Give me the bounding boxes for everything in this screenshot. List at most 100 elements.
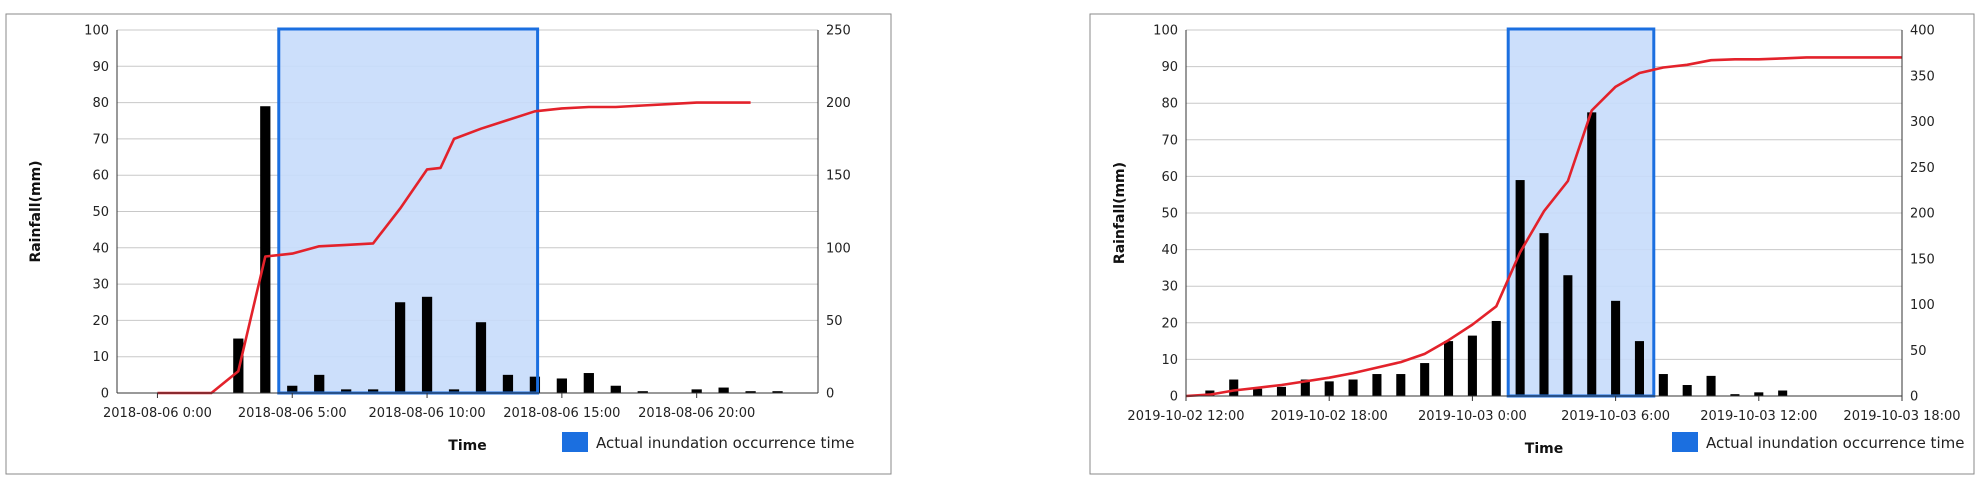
rainfall-bar — [1443, 341, 1454, 396]
rainfall-bar — [691, 389, 702, 393]
y-tick-label: 80 — [1161, 97, 1178, 112]
x-tick-label: 2019-10-02 18:00 — [1271, 409, 1388, 424]
legend-swatch — [1672, 432, 1698, 452]
y2-tick-label: 400 — [1910, 24, 1935, 39]
rainfall-bar — [718, 387, 729, 393]
rainfall-bar — [1539, 233, 1549, 396]
y-tick-label: 100 — [84, 24, 109, 39]
chart-1: 0 10 20 30 40 50 60 70 80 90 100 0 50 100 150 200 250 201… — [5, 13, 892, 475]
rainfall-bar — [1563, 275, 1573, 396]
rainfall-bar — [1276, 386, 1287, 396]
y-tick-label: 70 — [1161, 133, 1178, 148]
y-tick-label: 80 — [92, 96, 109, 111]
rainfall-bar — [341, 389, 352, 393]
rainfall-bar — [287, 385, 298, 393]
y-tick-label: 10 — [1161, 353, 1178, 368]
y2-tick-label: 200 — [826, 96, 851, 111]
x-tick-label: 2018-08-06 15:00 — [503, 406, 620, 421]
cumulative-rainfall-line — [1185, 56, 1902, 398]
y-tick-label: 40 — [92, 241, 109, 256]
y2-tick-label: 300 — [1910, 115, 1935, 130]
y-tick-label: 40 — [1161, 243, 1178, 258]
y-tick-label: 20 — [1161, 316, 1178, 331]
rainfall-bar — [556, 378, 567, 393]
y2-tick-label: 50 — [826, 314, 843, 329]
legend-label: Actual inundation occurrence time — [1706, 434, 1964, 452]
rainfall-bar — [1611, 300, 1621, 396]
inundation-highlight — [1508, 29, 1654, 396]
rainfall-bar — [502, 374, 514, 393]
y2-tick-label: 150 — [826, 169, 851, 184]
x-tick-label: 2019-10-03 0:00 — [1418, 409, 1527, 424]
y-tick-label: 20 — [92, 314, 109, 329]
y-tick-label: 90 — [92, 60, 109, 75]
x-tick-label: 2019-10-02 12:00 — [1127, 409, 1244, 424]
y2-tick-label: 0 — [826, 387, 834, 402]
x-tick-label: 2018-08-06 20:00 — [638, 406, 755, 421]
y-tick-label: 10 — [92, 350, 109, 365]
x-tick-label: 2019-10-03 18:00 — [1843, 409, 1960, 424]
y-tick-label: 50 — [92, 205, 109, 220]
y2-tick-label: 50 — [1910, 344, 1927, 359]
rainfall-bar — [745, 391, 756, 393]
rainfall-bar — [314, 374, 325, 393]
rainfall-bar — [1754, 392, 1764, 396]
x-tick-label: 2018-08-06 0:00 — [103, 406, 212, 421]
rainfall-bar — [1348, 379, 1358, 396]
y2-tick-label: 250 — [826, 24, 851, 39]
rainfall-bar — [1229, 379, 1239, 396]
y-tick-label: 0 — [101, 387, 109, 402]
rainfall-bar — [1420, 363, 1430, 396]
y2-tick-label: 150 — [1910, 252, 1935, 267]
rainfall-bar — [1372, 374, 1382, 396]
y-axis-title: Rainfall(mm) — [1112, 162, 1128, 264]
rainfall-bar — [637, 391, 648, 393]
y2-tick-label: 350 — [1910, 69, 1935, 84]
chart-2: 0 10 20 30 40 50 60 70 80 90 100 0 50 100 150 200 250 300… — [1089, 13, 1975, 475]
rainfall-bar — [1515, 180, 1525, 396]
x-tick-label: 2018-08-06 10:00 — [368, 406, 485, 421]
y2-tick-label: 0 — [1910, 390, 1918, 405]
x-tick-label: 2019-10-03 6:00 — [1561, 409, 1670, 424]
y-tick-label: 30 — [1161, 280, 1178, 295]
rainfall-bar — [368, 389, 379, 393]
x-axis-title: Time — [448, 438, 486, 454]
rainfall-bar — [1778, 390, 1788, 396]
y-tick-label: 60 — [1161, 170, 1178, 185]
rainfall-bar — [475, 322, 487, 393]
rainfall-bar — [772, 391, 783, 393]
y-tick-label: 60 — [92, 169, 109, 184]
rainfall-bar — [1634, 341, 1645, 396]
y-tick-label: 100 — [1153, 24, 1178, 39]
cumulative-rainfall-line — [157, 101, 751, 395]
rainfall-bar — [1253, 388, 1263, 396]
rainfall-bar — [1396, 374, 1406, 396]
y-tick-label: 30 — [92, 278, 109, 293]
rainfall-bar — [1682, 385, 1692, 396]
rainfall-bar — [583, 373, 594, 393]
rainfall-bar — [1658, 374, 1668, 396]
y-tick-label: 90 — [1161, 60, 1178, 75]
rainfall-bar — [1587, 112, 1597, 396]
x-tick-label: 2018-08-06 5:00 — [238, 406, 347, 421]
rainfall-bar — [1730, 394, 1740, 396]
y-tick-label: 0 — [1170, 390, 1178, 405]
rainfall-bar — [1324, 381, 1334, 396]
legend-swatch — [562, 432, 588, 452]
y2-tick-label: 100 — [826, 241, 851, 256]
rainfall-bar — [421, 296, 433, 393]
rainfall-bar — [529, 376, 541, 393]
rainfall-bar — [1706, 375, 1716, 396]
rainfall-bar — [1491, 320, 1501, 396]
rainfall-bar — [1205, 390, 1215, 396]
rainfall-bar — [1300, 379, 1310, 396]
legend-label: Actual inundation occurrence time — [596, 434, 854, 452]
y-tick-label: 50 — [1161, 207, 1178, 222]
y2-tick-label: 200 — [1910, 207, 1935, 222]
y-axis-title: Rainfall(mm) — [28, 160, 44, 262]
y-tick-label: 70 — [92, 132, 109, 147]
rainfall-bar — [610, 385, 621, 393]
rainfall-bar — [260, 106, 271, 393]
x-axis-title: Time — [1525, 441, 1563, 457]
